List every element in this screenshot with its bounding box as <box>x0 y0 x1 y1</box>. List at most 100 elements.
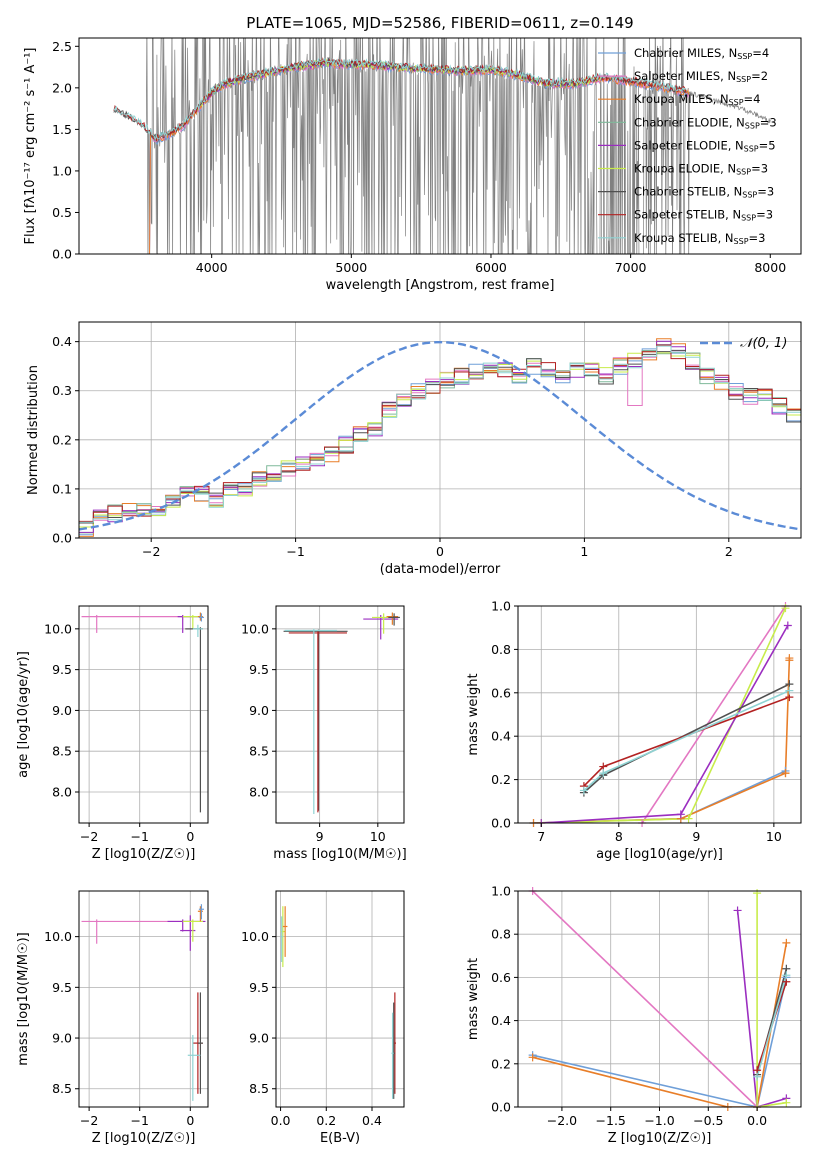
y-axis-label: mass [log10(M/M☉)] <box>16 932 31 1065</box>
marker-kroupa_stelib <box>753 1072 762 1081</box>
legend-entry: Chabrier MILES, NSSP=4 <box>634 46 769 61</box>
y-tick-label: 0.4 <box>491 729 511 744</box>
y-axis-label: age [log10(age/yr)] <box>16 651 31 778</box>
y-tick-label: 0.1 <box>52 481 72 496</box>
marker-kroupa_elodie <box>753 889 762 898</box>
x-axis-label: Z [log10(Z/Z☉)] <box>92 847 196 862</box>
legend-sub: SSP <box>736 168 751 177</box>
x-tick-label: 10 <box>370 829 386 844</box>
legend-sub: SSP <box>729 98 744 107</box>
panel-age_mass: 9 10 8.0 8.5 9.0 9.5 10.0 mass [log10(M/M☉)] <box>241 605 407 862</box>
x-tick-label: −1 <box>130 829 148 844</box>
x-tick-label: 8000 <box>754 260 786 275</box>
marker-salpeter_elodie <box>733 906 742 915</box>
legend-val: =3 <box>760 115 777 129</box>
legend-sub: SSP <box>744 144 759 153</box>
model-kroupa_stelib <box>113 57 687 142</box>
marker-salpeter_elodie <box>783 621 792 630</box>
y-tick-label: 10.0 <box>44 929 72 944</box>
x-tick-label: −2 <box>142 544 160 559</box>
legend-val: =4 <box>752 46 769 60</box>
series-kroupa_elodie <box>756 893 787 1107</box>
series-salpeter_elodie <box>541 625 789 823</box>
y-tick-label: 9.0 <box>249 1031 269 1046</box>
y-axis-label: Normed distribution <box>26 365 41 495</box>
y-tick-label: 9.0 <box>52 703 72 718</box>
x-axis-label: (data-model)/error <box>380 562 501 577</box>
series-kroupa_stelib <box>756 974 788 1078</box>
x-tick-label: 0.4 <box>362 1113 382 1128</box>
series-salpeter_stelib <box>583 696 790 787</box>
plot-area <box>280 906 396 1099</box>
legend-val: =4 <box>744 92 761 106</box>
panel-massweight_age: 7 8 9 10 0.0 0.2 0.4 0.6 0.8 1.0 age [log10(age/yr… <box>466 599 802 862</box>
x-tick-label: 5000 <box>335 260 367 275</box>
x-tick-label: 7 <box>537 829 545 844</box>
plot-area <box>81 612 204 813</box>
y-tick-label: 0.5 <box>52 205 72 220</box>
series-kroupa_stelib <box>583 689 790 792</box>
histogram-kroupa_stelib <box>79 345 801 523</box>
panel-massweight_Z: −2.0 −1.5 −1.0 −0.5 0.0 0.0 0.2 0.4 0.6 0.8 1.0 Z [… <box>466 884 802 1146</box>
series-kroupa_miles <box>784 658 791 774</box>
y-tick-label: 9.0 <box>249 703 269 718</box>
y-tick-label: 0.0 <box>491 816 511 831</box>
legend-entry: Salpeter MILES, NSSP=2 <box>634 69 768 84</box>
y-tick-label: 8.0 <box>249 785 269 800</box>
y-tick-label: 8.5 <box>52 1081 72 1096</box>
y-tick-label: 0.4 <box>491 1013 511 1028</box>
x-tick-label: 0.2 <box>316 1113 336 1128</box>
legend-val: =3 <box>749 231 766 245</box>
x-tick-label: 9 <box>692 829 700 844</box>
x-axis-label: mass [log10(M/M☉)] <box>273 847 406 862</box>
x-tick-label: 0 <box>186 829 194 844</box>
y-tick-label: 0.6 <box>491 970 511 985</box>
legend-val: =5 <box>759 138 776 152</box>
histogram-salpeter_elodie <box>79 340 801 533</box>
marker-kroupa_stelib <box>785 686 794 695</box>
y-tick-label: 0.4 <box>52 334 72 349</box>
x-tick-label: 7000 <box>615 260 647 275</box>
x-tick-label: −1.0 <box>644 1113 674 1128</box>
y-tick-label: 0.6 <box>491 685 511 700</box>
y-tick-label: 2.0 <box>52 80 72 95</box>
plot-area <box>81 904 206 1101</box>
x-tick-label: 0.0 <box>747 1113 767 1128</box>
x-tick-label: 2 <box>725 544 733 559</box>
legend-entry: Salpeter ELODIE, NSSP=5 <box>634 138 776 153</box>
y-tick-label: 9.5 <box>249 980 269 995</box>
axes-frame <box>517 605 802 824</box>
legend-entry: Chabrier STELIB, NSSP=3 <box>634 185 774 200</box>
y-tick-label: 0.3 <box>52 383 72 398</box>
axes-frame <box>275 605 405 824</box>
legend-entry: Kroupa MILES, NSSP=4 <box>634 92 760 107</box>
x-tick-label: −2 <box>80 829 98 844</box>
y-tick-label: 9.0 <box>52 1031 72 1046</box>
plot-area <box>113 38 771 254</box>
x-tick-label: −1.5 <box>596 1113 626 1128</box>
marker-kroupa_miles <box>782 938 791 947</box>
legend-entry: Kroupa ELODIE, NSSP=3 <box>634 162 768 177</box>
legend-val: =3 <box>756 208 773 222</box>
marker-kroupa_stelib <box>782 971 791 980</box>
y-tick-label: 0.2 <box>491 772 511 787</box>
legend-sub: SSP <box>742 191 757 200</box>
y-tick-label: 10.0 <box>241 929 269 944</box>
y-tick-label: 9.5 <box>52 662 72 677</box>
y-tick-label: 1.0 <box>491 884 511 899</box>
x-axis-label: E(B-V) <box>320 1131 360 1146</box>
legend-val: =3 <box>757 185 774 199</box>
marker-kroupa_elodie <box>684 814 693 823</box>
plot-area <box>283 612 400 815</box>
x-tick-label: 6000 <box>475 260 507 275</box>
x-tick-label: 1 <box>580 544 588 559</box>
y-tick-label: 0.0 <box>52 531 72 546</box>
y-tick-label: 2.5 <box>52 39 72 54</box>
plot-area <box>533 606 791 823</box>
legend-sub: SSP <box>734 237 749 246</box>
legend-entry: 𝒩(0, 1) <box>740 336 787 351</box>
y-tick-label: 0.8 <box>491 927 511 942</box>
figure-title: PLATE=1065, MJD=52586, FIBERID=0611, z=0… <box>246 14 633 32</box>
legend-entry: Chabrier ELODIE, NSSP=3 <box>634 115 777 130</box>
